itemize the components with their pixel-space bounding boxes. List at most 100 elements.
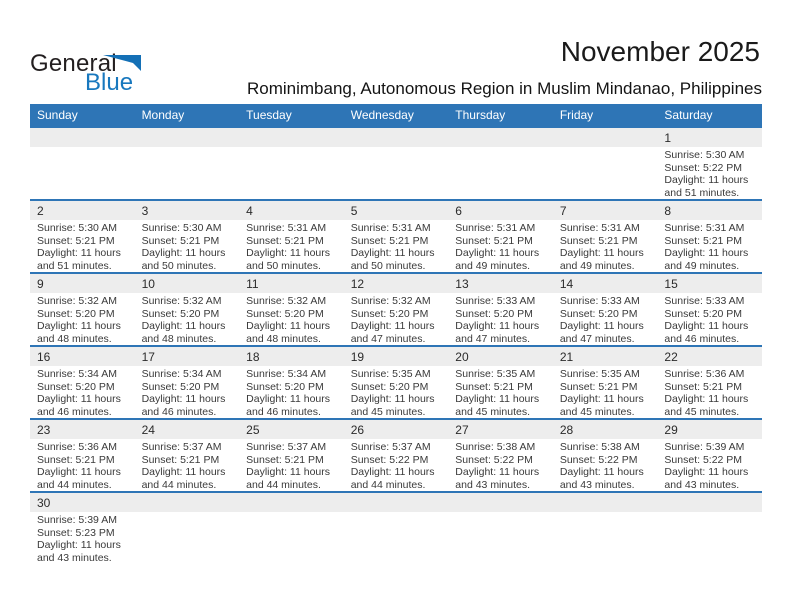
day-number [552,128,658,147]
day-detail-line: and 44 minutes. [246,479,321,491]
day-detail-line: and 43 minutes. [559,479,635,491]
day-detail-line: Sunset: 5:21 PM [37,453,115,466]
day-detail-line: Sunset: 5:20 PM [37,307,115,320]
day-detail-line: Sunrise: 5:31 AM [559,222,640,234]
day-detail-line: Daylight: 11 hours [664,174,749,187]
empty-day-cell [239,128,344,199]
day-detail-line: and 51 minutes. [664,187,740,199]
day-detail-line: Sunset: 5:21 PM [559,234,638,247]
day-detail-line: Sunrise: 5:33 AM [559,295,640,307]
day-detail-line: Daylight: 11 hours [350,320,435,333]
day-detail-line: Sunset: 5:20 PM [350,307,429,320]
day-detail-line: Sunrise: 5:35 AM [455,368,536,380]
day-number: 1 [657,128,762,147]
day-detail-line: Sunset: 5:21 PM [141,234,220,247]
day-detail-line: Daylight: 11 hours [664,247,749,260]
day-detail-line: Daylight: 11 hours [350,393,435,406]
day-detail-line: Sunset: 5:21 PM [455,234,533,247]
day-number [448,493,553,512]
day-detail-line: and 45 minutes. [455,406,530,418]
weekday-header-row: Sunday Monday Tuesday Wednesday Thursday Frid… [30,104,762,126]
day-details: Sunrise: 5:36 AM Sunset: 5:21 PM Daylight:… [657,366,762,418]
day-number: 4 [239,201,344,220]
day-detail-line: Sunset: 5:20 PM [246,307,324,320]
day-number: 6 [448,201,553,220]
day-detail-line: Sunset: 5:22 PM [455,453,533,466]
day-details: Sunrise: 5:33 AM Sunset: 5:20 PM Daylight:… [448,293,553,345]
day-details: Sunrise: 5:31 AM Sunset: 5:21 PM Daylight:… [344,220,449,272]
day-detail-line: Daylight: 11 hours [141,320,226,333]
day-number [239,493,344,512]
logo-text-blue: Blue [85,69,134,96]
day-details: Sunrise: 5:34 AM Sunset: 5:20 PM Daylight:… [239,366,344,418]
day-number [657,493,762,512]
day-number: 22 [657,347,762,366]
day-detail-line: Sunrise: 5:30 AM [141,222,222,234]
day-detail-line: and 46 minutes. [141,406,217,418]
day-details: Sunrise: 5:33 AM Sunset: 5:20 PM Daylight:… [553,293,658,345]
day-detail-line: Sunrise: 5:33 AM [664,295,745,307]
day-detail-line: Sunrise: 5:32 AM [350,295,431,307]
empty-day-cell [657,493,762,564]
day-cell: 1 Sunrise: 5:30 AM Sunset: 5:22 PM Daylight… [657,128,762,199]
day-cell: 29 Sunrise: 5:39 AM Sunset: 5:22 PM Dayligh… [657,420,762,491]
day-detail-line: Daylight: 11 hours [246,466,330,479]
day-detail-line: Sunrise: 5:34 AM [37,368,117,380]
day-detail-line: Sunrise: 5:30 AM [664,149,745,161]
day-details: Sunrise: 5:38 AM Sunset: 5:22 PM Daylight:… [553,439,658,491]
day-details: Sunrise: 5:30 AM Sunset: 5:21 PM Daylight:… [135,220,240,272]
logo-text-general: General [30,50,117,77]
day-cell: 26 Sunrise: 5:37 AM Sunset: 5:22 PM Dayligh… [343,420,449,491]
page-subtitle: Rominimbang, Autonomous Region in Muslim… [247,79,762,98]
weekday-label: Monday [141,108,185,122]
day-detail-line: Sunrise: 5:31 AM [455,222,536,234]
day-detail-line: Sunset: 5:21 PM [664,234,743,247]
day-detail-line: and 43 minutes. [664,479,740,491]
day-detail-line: Daylight: 11 hours [141,466,226,479]
empty-day-cell [134,128,240,199]
day-number: 14 [552,274,658,293]
day-details: Sunrise: 5:35 AM Sunset: 5:21 PM Daylight:… [448,366,553,418]
day-detail-line: Sunset: 5:22 PM [559,453,638,466]
day-detail-line: Daylight: 11 hours [246,393,330,406]
day-detail-line: and 45 minutes. [559,406,635,418]
week-row: 23 Sunrise: 5:36 AM Sunset: 5:21 PM Dayligh… [30,418,762,491]
day-cell: 3 Sunrise: 5:30 AM Sunset: 5:21 PM Daylight… [134,201,240,272]
weekday-label: Tuesday [246,108,292,122]
day-detail-line: Daylight: 11 hours [664,320,749,333]
day-details: Sunrise: 5:32 AM Sunset: 5:20 PM Daylight:… [344,293,449,345]
day-number: 13 [448,274,553,293]
day-details: Sunrise: 5:34 AM Sunset: 5:20 PM Daylight:… [30,366,135,418]
day-detail-line: and 46 minutes. [37,406,112,418]
empty-day-cell [30,128,135,199]
day-details: Sunrise: 5:35 AM Sunset: 5:20 PM Daylight:… [344,366,449,418]
day-detail-line: Sunrise: 5:37 AM [246,441,327,453]
day-cell: 15 Sunrise: 5:33 AM Sunset: 5:20 PM Dayligh… [657,274,762,345]
day-number: 8 [657,201,762,220]
day-detail-line: Sunset: 5:20 PM [37,380,115,393]
day-detail-line: Sunrise: 5:34 AM [246,368,327,380]
day-number [239,128,344,147]
day-details: Sunrise: 5:37 AM Sunset: 5:21 PM Daylight:… [135,439,240,491]
day-cell: 18 Sunrise: 5:34 AM Sunset: 5:20 PM Dayligh… [239,347,344,418]
day-detail-line: Sunset: 5:21 PM [246,234,324,247]
day-detail-line: Daylight: 11 hours [664,393,749,406]
day-detail-line: Sunrise: 5:37 AM [350,441,431,453]
day-detail-line: and 46 minutes. [664,333,740,345]
calendar-table: Sunday Monday Tuesday Wednesday Thursday Frid… [30,104,762,564]
week-row: 30 Sunrise: 5:39 AM Sunset: 5:23 PM Dayligh… [30,491,762,564]
day-detail-line: and 51 minutes. [37,260,112,272]
day-cell: 5 Sunrise: 5:31 AM Sunset: 5:21 PM Daylight… [343,201,449,272]
day-cell: 28 Sunrise: 5:38 AM Sunset: 5:22 PM Dayligh… [552,420,658,491]
day-cell: 24 Sunrise: 5:37 AM Sunset: 5:21 PM Dayligh… [134,420,240,491]
weekday-label: Sunday [37,108,78,122]
day-number: 30 [30,493,135,512]
day-detail-line: and 47 minutes. [350,333,426,345]
day-details: Sunrise: 5:31 AM Sunset: 5:21 PM Daylight:… [657,220,762,272]
day-detail-line: Daylight: 11 hours [37,539,121,552]
day-detail-line: Sunset: 5:21 PM [664,380,743,393]
day-detail-line: Sunrise: 5:39 AM [664,441,745,453]
day-detail-line: Daylight: 11 hours [664,466,749,479]
day-detail-line: Sunrise: 5:39 AM [37,514,117,526]
